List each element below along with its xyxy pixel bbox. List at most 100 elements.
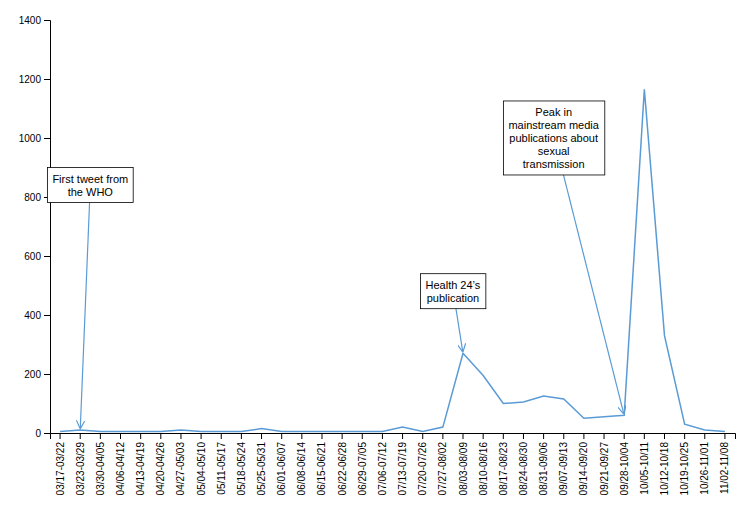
x-tick-label: 03/30-04/05 xyxy=(95,442,106,496)
x-tick-mark xyxy=(483,433,484,439)
y-tick: 1000 xyxy=(19,133,50,144)
x-tick-mark xyxy=(604,433,605,439)
y-tick-mark xyxy=(44,138,50,139)
line xyxy=(60,89,725,431)
x-tick-label: 09/14-09/20 xyxy=(578,442,589,496)
x-tick: 07/20-07/26 xyxy=(417,433,428,495)
x-tick-mark xyxy=(724,433,725,439)
x-tick: 06/01-06/07 xyxy=(276,433,287,495)
x-tick: 04/06-04/12 xyxy=(115,433,126,495)
x-tick-label: 09/28-10/04 xyxy=(619,442,630,496)
x-tick-mark xyxy=(523,433,524,439)
y-tick-mark xyxy=(44,315,50,316)
x-tick-label: 09/07-09/13 xyxy=(558,442,569,496)
x-tick-mark xyxy=(221,433,222,439)
x-tick: 04/20-04/26 xyxy=(155,433,166,495)
x-tick-mark xyxy=(80,433,81,439)
annotation-text-line: publication xyxy=(427,292,480,304)
x-tick: 03/30-04/05 xyxy=(95,433,106,495)
x-tick: 10/19-10/25 xyxy=(679,433,690,495)
x-tick-label: 06/01-06/07 xyxy=(276,442,287,496)
annotation-text: First tweet fromthe WHO xyxy=(52,173,128,198)
y-tick-mark xyxy=(44,79,50,80)
y-tick: 400 xyxy=(24,310,50,321)
y-tick: 1400 xyxy=(19,15,50,26)
annotation: Peak inmainstream mediapublications abou… xyxy=(503,101,623,413)
x-tick: 07/13-07/19 xyxy=(397,433,408,495)
x-tick-mark xyxy=(442,433,443,439)
annotation-text-line: Health 24’s xyxy=(426,279,481,291)
x-tick-label: 08/31-09/06 xyxy=(538,442,549,496)
x-tick-label: 11/02-11/08 xyxy=(719,442,730,494)
annotation-text-line: publications about xyxy=(509,132,598,144)
x-tick-label: 05/11-05/17 xyxy=(216,442,227,495)
y-tick: 1200 xyxy=(19,74,50,85)
x-tick: 09/21-09/27 xyxy=(599,433,610,495)
x-axis-line xyxy=(51,434,736,440)
annotation-box xyxy=(47,168,133,203)
x-tick-label: 10/05-10/11 xyxy=(639,442,650,495)
annotation-text-line: sexual xyxy=(538,145,570,157)
x-tick-label: 07/06-07/12 xyxy=(377,442,388,496)
x-tick-mark xyxy=(321,433,322,439)
x-tick: 08/24-08/30 xyxy=(518,433,529,495)
x-tick-mark xyxy=(644,433,645,439)
x-tick: 06/15-06/21 xyxy=(316,433,327,495)
x-tick: 05/18-05/24 xyxy=(236,433,247,495)
x-tick-mark xyxy=(583,433,584,439)
x-tick: 11/02-11/08 xyxy=(719,433,730,494)
y-tick: 0 xyxy=(35,428,50,439)
x-tick: 08/10-08/16 xyxy=(478,433,489,495)
x-tick: 08/17-08/23 xyxy=(498,433,509,495)
x-tick-mark xyxy=(180,433,181,439)
y-tick-label: 1400 xyxy=(19,15,42,26)
annotation-text-line: Peak in xyxy=(535,106,572,118)
x-tick-mark xyxy=(140,433,141,439)
x-tick: 09/14-09/20 xyxy=(578,433,589,495)
x-tick-label: 06/29-07/05 xyxy=(357,442,368,496)
x-tick-mark xyxy=(301,433,302,439)
x-tick: 07/06-07/12 xyxy=(377,433,388,495)
x-tick-mark xyxy=(60,433,61,439)
x-tick-label: 10/12-10/18 xyxy=(659,442,670,496)
annotation-text-line: transmission xyxy=(523,158,585,170)
x-tick-label: 05/04-05/10 xyxy=(196,442,207,496)
x-tick: 04/13-04/19 xyxy=(135,433,146,495)
x-tick-label: 09/21-09/27 xyxy=(599,442,610,496)
x-tick-mark xyxy=(120,433,121,439)
x-tick: 10/12-10/18 xyxy=(659,433,670,495)
x-tick-mark xyxy=(463,433,464,439)
annotation-box xyxy=(503,101,604,175)
annotation-box xyxy=(421,274,486,309)
y-tick-mark xyxy=(44,20,50,21)
x-tick-label: 05/18-05/24 xyxy=(236,442,247,496)
x-tick: 08/31-09/06 xyxy=(538,433,549,495)
x-tick-label: 08/03-08/09 xyxy=(458,442,469,496)
x-tick-mark xyxy=(160,433,161,439)
y-axis-line xyxy=(44,21,51,434)
y-tick-mark xyxy=(44,433,50,434)
annotation-text-line: mainstream media xyxy=(508,119,599,131)
chart: 020040060080010001200140003/17-03/2203/2… xyxy=(0,0,755,518)
y-tick: 200 xyxy=(24,369,50,380)
x-tick: 09/07-09/13 xyxy=(558,433,569,495)
x-tick-mark xyxy=(342,433,343,439)
y-tick-label: 400 xyxy=(24,310,41,321)
y-tick-mark xyxy=(44,256,50,257)
y-tick-label: 600 xyxy=(24,251,41,262)
y-tick-label: 800 xyxy=(24,192,41,203)
x-tick: 06/08-06/14 xyxy=(296,433,307,495)
x-tick-label: 07/27-08/02 xyxy=(437,442,448,496)
x-tick: 10/26-11/01 xyxy=(699,433,710,495)
x-tick: 08/03-08/09 xyxy=(458,433,469,495)
x-tick-mark xyxy=(563,433,564,439)
x-tick-label: 06/22-06/28 xyxy=(337,442,348,496)
x-tick: 05/11-05/17 xyxy=(216,433,227,495)
x-tick-mark xyxy=(281,433,282,439)
x-tick: 06/29-07/05 xyxy=(357,433,368,495)
x-tick-label: 03/23-03/29 xyxy=(75,442,86,496)
plot: 020040060080010001200140003/17-03/2203/2… xyxy=(19,15,736,496)
x-tick: 09/28-10/04 xyxy=(619,433,630,495)
x-tick-label: 08/24-08/30 xyxy=(518,442,529,496)
x-tick: 06/22-06/28 xyxy=(337,433,348,495)
